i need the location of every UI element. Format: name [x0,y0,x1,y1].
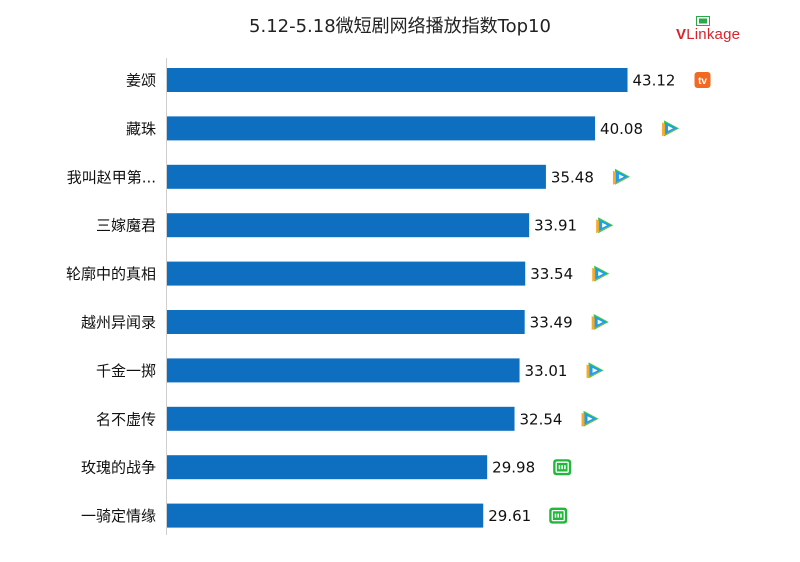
bar-1 [167,68,628,92]
tencent-video-icon [662,120,680,137]
category-label: 千金一掷 [96,362,156,380]
tencent-video-icon [586,362,604,379]
bar-6 [167,310,525,334]
bar-2 [167,116,596,141]
value-label: 33.01 [525,362,568,380]
category-label: 玫瑰的战争 [81,459,156,477]
category-label: 我叫赵甲第... [67,168,156,186]
tencent-video-icon [591,314,609,330]
bar-10 [167,503,484,528]
logo-badge-icon [696,16,710,26]
value-label: 33.49 [530,314,573,332]
bar-5 [167,261,526,286]
bar-3 [167,164,546,189]
vlinkage-logo: VLinkage [676,16,754,46]
tencent-video-icon [581,410,599,427]
value-label: 33.91 [534,217,577,235]
value-label: 35.48 [551,168,594,186]
category-label: 轮廓中的真相 [66,265,156,283]
bar-4 [167,213,530,238]
bar-7 [167,358,520,383]
category-label: 三嫁魔君 [96,217,156,235]
iqiyi-icon [553,459,572,476]
category-label: 越州异闻录 [81,314,156,332]
bar-8 [167,406,515,431]
tencent-video-icon [596,217,614,234]
value-label: 32.54 [520,410,563,428]
value-label: 40.08 [600,120,643,138]
svg-text:tv: tv [698,76,707,87]
category-label: 藏珠 [126,120,156,138]
value-label: 29.61 [488,507,531,525]
value-label: 43.12 [633,72,676,90]
mango-tv-icon: tv [694,72,711,88]
category-label: 姜颂 [126,72,156,90]
logo-text: VLinkage [676,26,741,43]
bar-9 [167,455,488,480]
tencent-video-icon [592,265,610,282]
iqiyi-icon [549,507,568,524]
chart-title: 5.12-5.18微短剧网络播放指数Top10 [249,16,551,37]
value-label: 33.54 [530,265,573,283]
value-label: 29.98 [492,459,535,477]
category-label: 名不虚传 [96,410,156,428]
category-label: 一骑定情缘 [81,507,156,525]
tencent-video-icon [612,168,630,185]
